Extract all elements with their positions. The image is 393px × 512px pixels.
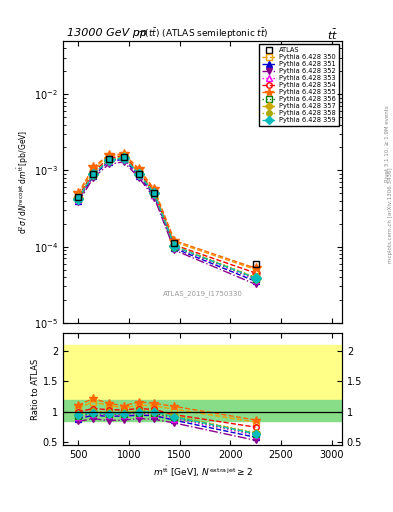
Text: mcplots.cern.ch [arXiv:1306.3436]: mcplots.cern.ch [arXiv:1306.3436] xyxy=(387,167,393,263)
Text: Rivet 3.1.10, ≥ 1.9M events: Rivet 3.1.10, ≥ 1.9M events xyxy=(385,105,390,182)
Text: 13000 GeV pp: 13000 GeV pp xyxy=(67,28,147,38)
Title: $m(t\bar{t})$ (ATLAS semileptonic $t\bar{t}$): $m(t\bar{t})$ (ATLAS semileptonic $t\bar… xyxy=(136,26,269,41)
Y-axis label: $\mathrm{d}^2\sigma\,/\,\mathrm{d}N^{\mathrm{reco\,jet}}\,\mathrm{d}m^{\mathrm{t: $\mathrm{d}^2\sigma\,/\,\mathrm{d}N^{\ma… xyxy=(15,130,31,234)
X-axis label: $m^{\mathrm{t\bar{t}}}$ [GeV], $N^{\mathrm{extra\,jet}} \geq 2$: $m^{\mathrm{t\bar{t}}}$ [GeV], $N^{\math… xyxy=(152,464,252,479)
Y-axis label: Ratio to ATLAS: Ratio to ATLAS xyxy=(31,358,40,420)
Text: ATLAS_2019_I1750330: ATLAS_2019_I1750330 xyxy=(162,291,242,297)
Text: $t\bar{t}$: $t\bar{t}$ xyxy=(327,28,338,42)
Legend: ATLAS, Pythia 6.428 350, Pythia 6.428 351, Pythia 6.428 352, Pythia 6.428 353, P: ATLAS, Pythia 6.428 350, Pythia 6.428 35… xyxy=(259,45,339,125)
Bar xyxy=(63,345,342,400)
Bar xyxy=(63,400,342,421)
